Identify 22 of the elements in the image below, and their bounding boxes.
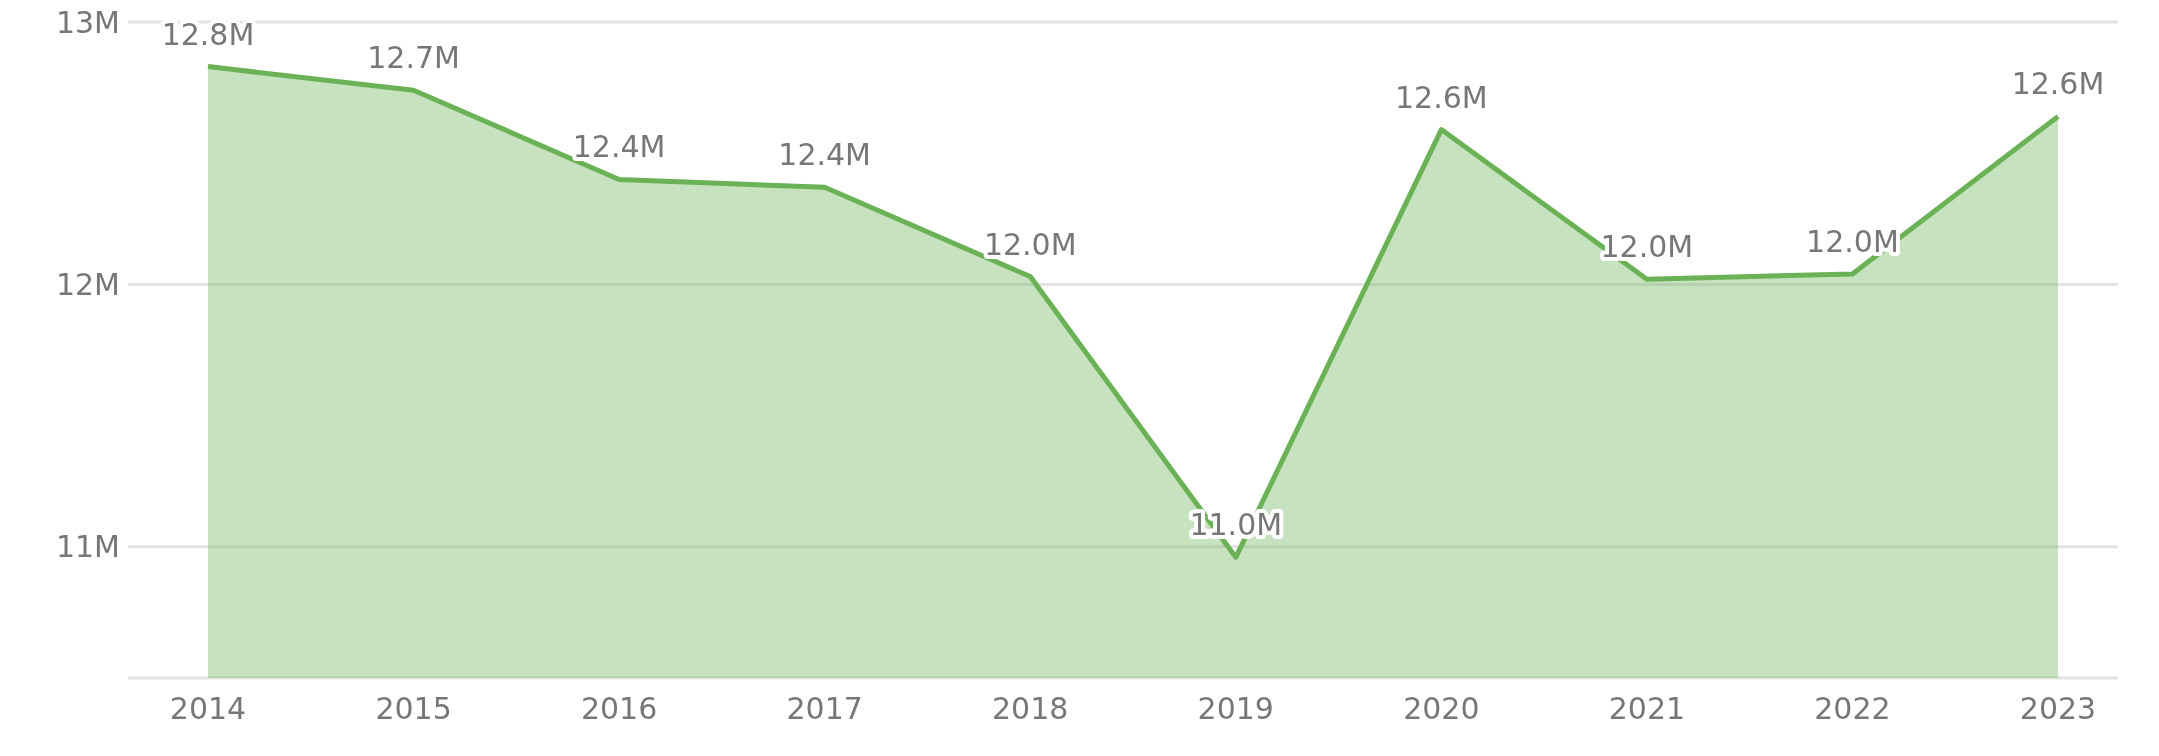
data-label: 12.0M [1806, 223, 1899, 259]
x-tick-label: 2017 [786, 691, 863, 727]
x-tick-label: 2022 [1814, 691, 1891, 727]
y-tick-label: 11M [55, 529, 120, 565]
y-tick-label: 13M [55, 4, 120, 40]
x-tick-label: 2018 [992, 691, 1069, 727]
x-tick-label: 2023 [2019, 691, 2097, 727]
x-tick-label: 2015 [375, 691, 452, 727]
data-label: 12.4M [572, 129, 666, 165]
y-tick-label: 12M [55, 267, 120, 303]
data-label: 12.8M [161, 16, 255, 52]
data-label: 12.4M [778, 137, 872, 173]
x-tick-label: 2021 [1608, 691, 1686, 727]
x-tick-label: 2014 [169, 691, 247, 727]
data-label: 12.0M [1600, 229, 1694, 265]
data-label: 12.6M [2011, 66, 2105, 102]
x-tick-label: 2020 [1403, 691, 1480, 727]
data-label: 12.6M [1394, 79, 1488, 115]
data-label: 12.0M [983, 226, 1077, 262]
x-tick-label: 2016 [580, 691, 658, 727]
data-label: 12.7M [367, 40, 460, 76]
x-tick-label: 2019 [1197, 691, 1274, 727]
